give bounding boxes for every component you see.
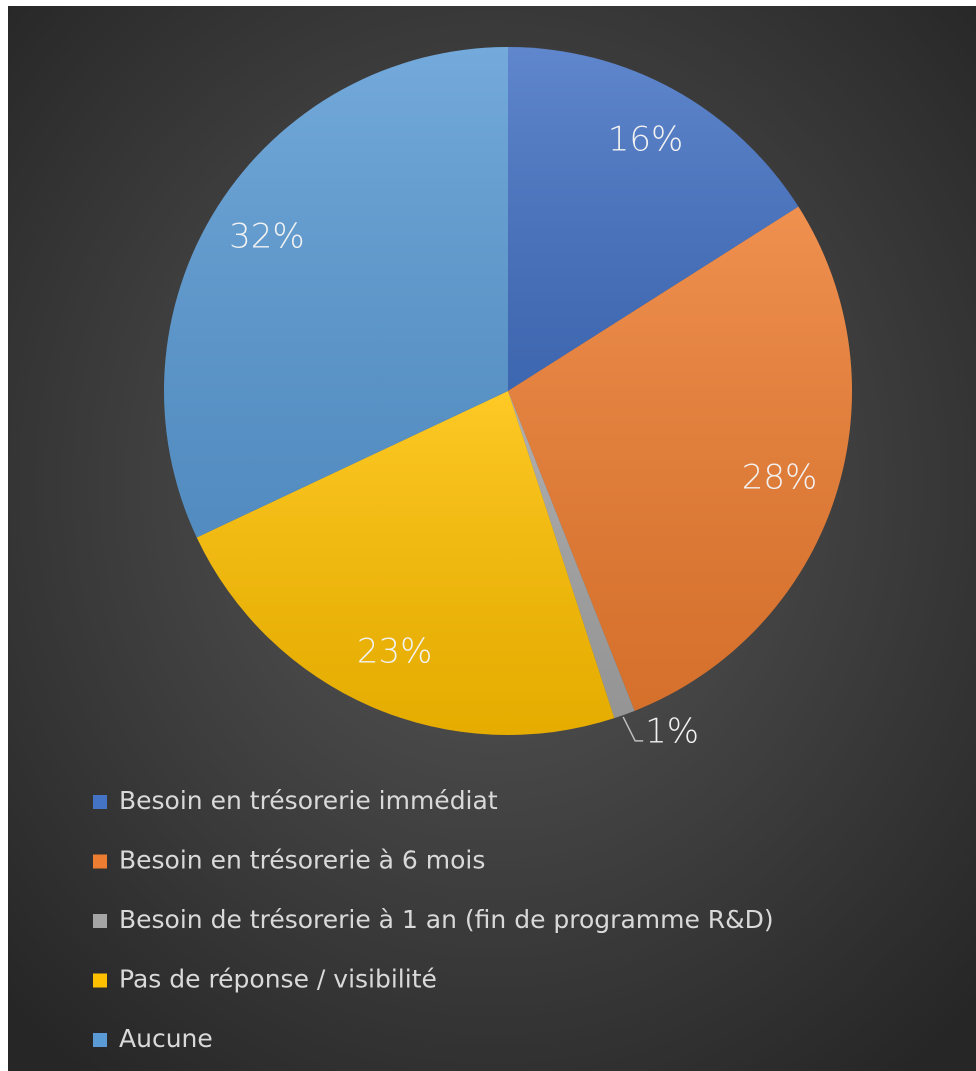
pie: 16% 28% 1% 23% 32% xyxy=(163,47,852,751)
legend-label: Besoin en trésorerie à 6 mois xyxy=(119,846,485,875)
slice-shade xyxy=(196,391,615,736)
legend-label: Besoin en trésorerie immédiat xyxy=(119,786,498,815)
data-label: 1% xyxy=(645,711,699,751)
slice-shade xyxy=(508,391,635,719)
legend-swatch xyxy=(93,973,107,988)
slice-shade xyxy=(163,47,509,538)
legend-swatch xyxy=(93,914,107,928)
legend-swatch xyxy=(93,795,107,809)
data-label: 23% xyxy=(357,632,433,672)
data-label: 28% xyxy=(742,458,818,498)
data-label: 16% xyxy=(608,119,684,159)
leader-line xyxy=(622,716,644,742)
legend-label: Pas de réponse / visibilité xyxy=(119,965,437,994)
legend-swatch xyxy=(93,854,107,869)
slice-shade xyxy=(508,206,852,711)
slice-shade xyxy=(508,47,799,391)
data-label: 32% xyxy=(229,217,305,257)
legend: Besoin en trésorerie immédiat Besoin en t… xyxy=(93,786,774,1053)
legend-label: Besoin de trésorerie à 1 an (fin de prog… xyxy=(119,905,774,934)
legend-swatch xyxy=(93,1033,107,1047)
legend-label: Aucune xyxy=(119,1024,213,1053)
